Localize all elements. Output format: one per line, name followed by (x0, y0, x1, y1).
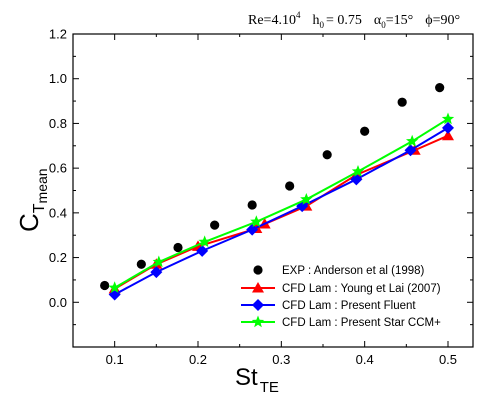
axis-tick-labels: 0.1 0.2 0.3 0.4 0.5 0.0 0.2 0.4 0.6 0.8 1.0 1.2 (49, 27, 457, 368)
exp-point (100, 280, 110, 291)
x-tick-label: 0.5 (439, 352, 457, 367)
legend-label: CFD Lam : Young et Lai (2007) (282, 283, 441, 295)
fluent-point (150, 266, 163, 279)
starccm-point (108, 281, 121, 294)
x-label-sub: TE (260, 379, 279, 396)
title-alpha: α (374, 13, 382, 28)
title-phi: ϕ=90° (425, 13, 460, 28)
legend-item: CFD Lam : Present Fluent (241, 299, 416, 312)
exp-point (435, 83, 445, 93)
y-tick-label: 0.4 (49, 205, 67, 220)
legend-marker (251, 315, 265, 328)
starccm-point (152, 255, 166, 268)
starccm-line (114, 118, 449, 289)
y-tick-label: 1.0 (49, 71, 67, 86)
series-star (108, 112, 455, 294)
title-re: Re=4.10 (248, 13, 296, 28)
title-alpha-sub: 0 (381, 20, 386, 30)
fluent-point (442, 121, 454, 134)
x-axis-label: St TE (235, 364, 279, 396)
x-tick-label: 0.3 (272, 352, 290, 367)
x-tick-label: 0.4 (356, 352, 374, 367)
fluent-point (196, 244, 209, 257)
legend-label: EXP : Anderson et al (1998) (282, 265, 425, 277)
axis-ticks (72, 33, 473, 347)
y-label-main: C (14, 213, 44, 232)
fluent-line (114, 127, 449, 296)
legend-item: CFD Lam : Young et Lai (2007) (241, 282, 441, 295)
title-alpha-value: =15° (386, 13, 414, 28)
chart-title: Re=4.104 h0 = 0.75 α0=15° ϕ=90° (248, 10, 460, 30)
series-layer (100, 83, 455, 301)
title-h0-value: = 0.75 (326, 13, 362, 28)
y-axis-label: CTmean (14, 168, 50, 232)
title-h0-sub: 0 (319, 20, 324, 30)
fluent-point (246, 223, 259, 236)
title-h0: h (312, 13, 319, 28)
legend-label: CFD Lam : Present Fluent (282, 300, 416, 312)
fluent-point (404, 144, 417, 157)
series-diamond (108, 121, 454, 301)
y-label-sub: T (31, 203, 48, 213)
starccm-point (405, 134, 419, 147)
legend: EXP : Anderson et al (1998) CFD Lam : You… (241, 265, 441, 329)
x-tick-label: 0.2 (189, 352, 207, 367)
starccm-point (351, 165, 365, 177)
legend-item: CFD Lam : Present Star CCM+ (241, 315, 441, 329)
starccm-point (198, 235, 211, 248)
exp-point (285, 181, 295, 191)
x-label-main: St (235, 364, 258, 391)
fluent-point (350, 173, 363, 186)
legend-marker (252, 299, 264, 311)
exp-point (322, 150, 332, 160)
svg-text:CTmean: CTmean (14, 168, 50, 232)
legend-marker (253, 265, 263, 275)
exp-point (247, 200, 257, 210)
starccm-point (300, 192, 313, 205)
exp-point (210, 220, 220, 230)
exp-point (173, 242, 183, 253)
starccm-point (441, 112, 455, 125)
x-tick-label: 0.1 (106, 352, 124, 367)
exp-point (397, 97, 407, 107)
legend-label: CFD Lam : Present Star CCM+ (282, 317, 441, 329)
title-re-exponent: 4 (296, 10, 301, 20)
legend-marker (252, 282, 264, 293)
y-label-subsub: mean (34, 168, 50, 203)
legend-item: EXP : Anderson et al (1998) (253, 265, 425, 277)
y-tick-label: 0.0 (49, 295, 67, 310)
y-tick-label: 0.8 (49, 116, 67, 131)
exp-point (360, 126, 370, 136)
y-tick-label: 0.6 (49, 161, 67, 176)
young-lai-point (442, 129, 454, 141)
series-circle (100, 83, 445, 291)
exp-point (136, 259, 146, 269)
y-tick-label: 1.2 (49, 27, 67, 42)
starccm-point (250, 215, 263, 228)
y-tick-label: 0.2 (49, 250, 67, 265)
